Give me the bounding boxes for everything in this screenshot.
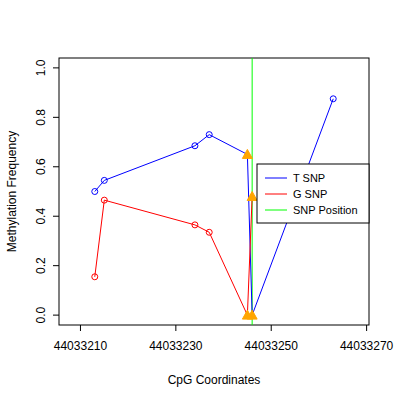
y-tick [53, 117, 59, 118]
chart: 44033210 44033230 44033250 44033270 0.0 0.2 0.… [0, 0, 400, 400]
x-axis-label: CpG Coordinates [168, 373, 261, 387]
snp-cpg-point [242, 310, 252, 319]
point [192, 222, 198, 228]
point [101, 177, 107, 183]
background [0, 0, 400, 400]
y-tick-label: 1.0 [34, 59, 48, 76]
point [92, 274, 98, 280]
x-tick-label: 44033230 [149, 339, 203, 353]
x-tick [175, 325, 176, 331]
x-tick [271, 325, 272, 331]
legend-swatch [265, 210, 287, 211]
y-tick [53, 67, 59, 68]
legend-label: SNP Position [293, 204, 358, 216]
x-tick [80, 325, 81, 331]
y-tick-label: 0.0 [34, 306, 48, 323]
point [192, 143, 198, 149]
x-tick-label: 44033270 [340, 339, 394, 353]
x-tick-label: 44033210 [54, 339, 108, 353]
snp-cpg-point [242, 149, 252, 158]
legend-label: T SNP [293, 172, 325, 184]
point [330, 96, 336, 102]
y-tick-label: 0.6 [34, 158, 48, 175]
y-tick [53, 216, 59, 217]
y-tick [53, 315, 59, 316]
legend-label: G SNP [293, 188, 327, 200]
plot-frame [59, 58, 369, 325]
legend-swatch [265, 194, 287, 195]
x-tick-label: 44033250 [245, 339, 299, 353]
snp-cpg-point [247, 191, 257, 200]
point [206, 229, 212, 235]
y-tick-label: 0.4 [34, 208, 48, 225]
point [101, 197, 107, 203]
y-axis-label: Methylation Frequency [5, 131, 19, 252]
y-tick [53, 265, 59, 266]
y-tick [53, 166, 59, 167]
point [206, 132, 212, 138]
y-tick-label: 0.8 [34, 109, 48, 126]
legend-swatch [265, 178, 287, 179]
x-tick [366, 325, 367, 331]
point [92, 189, 98, 195]
legend-box [257, 164, 369, 223]
series-line [95, 196, 252, 315]
plot-area [92, 58, 336, 325]
y-tick-label: 0.2 [34, 257, 48, 274]
